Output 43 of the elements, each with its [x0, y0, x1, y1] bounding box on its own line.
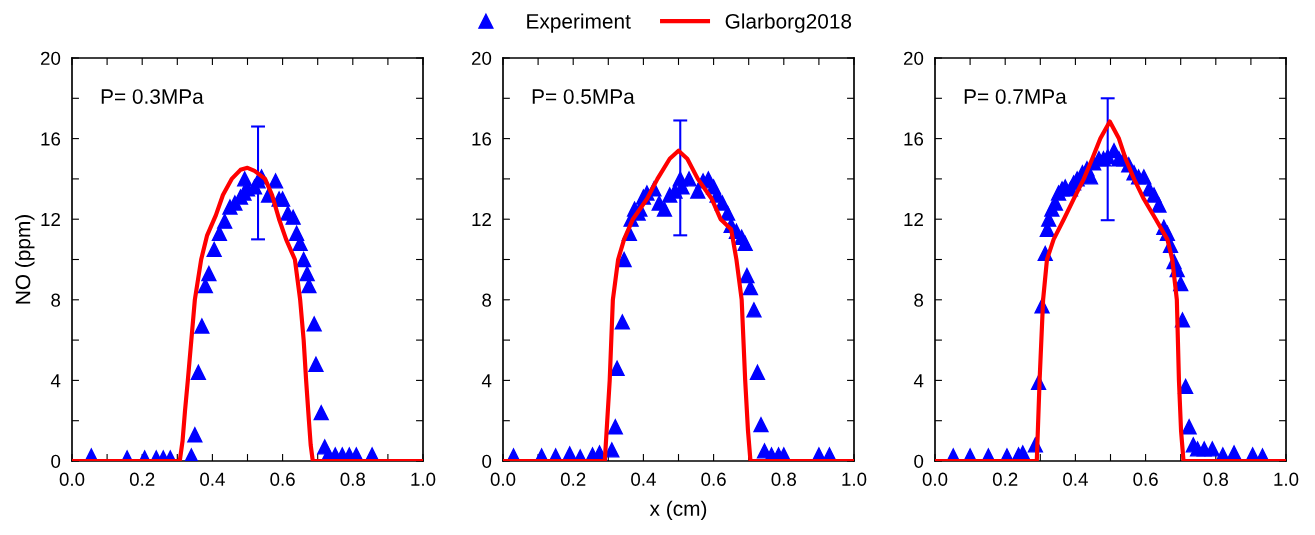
x-tick-label: 0.6	[1133, 472, 1158, 486]
x-tick-label: 0.2	[129, 472, 155, 486]
y-tick-label: 20	[903, 51, 924, 65]
x-tick-label: 0.6	[270, 472, 295, 486]
y-tick-label: 20	[40, 51, 61, 65]
y-tick-label: 8	[51, 293, 61, 307]
x-tick-label: 0.2	[560, 472, 586, 486]
legend-label: Glarborg2018	[725, 13, 852, 33]
y-tick-label: 12	[904, 212, 923, 226]
x-tick-label: 0.8	[771, 472, 797, 486]
x-axis-title: x (cm)	[649, 500, 707, 521]
x-tick-label: 1.0	[411, 472, 436, 486]
y-tick-label: 0	[51, 454, 61, 468]
x-tick-label: 0.8	[1203, 472, 1229, 486]
x-tick-label: 0.6	[701, 472, 726, 486]
x-tick-label: 0.8	[340, 472, 366, 486]
y-tick-label: 4	[913, 374, 924, 388]
y-tick-label: 4	[50, 374, 61, 388]
y-tick-label: 20	[471, 51, 492, 65]
x-tick-label: 0.0	[922, 472, 948, 486]
legend-label: Experiment	[527, 13, 631, 33]
x-tick-label: 0.2	[992, 472, 1018, 486]
annotation: P= 0.7MPa	[964, 89, 1067, 104]
y-tick-label: 0	[482, 454, 492, 468]
y-tick-label: 16	[41, 132, 61, 146]
x-tick-label: 1.0	[1274, 472, 1299, 486]
y-axis-title: NO (ppm)	[15, 215, 35, 304]
y-tick-label: 16	[472, 132, 492, 146]
annotation: P= 0.5MPa	[532, 89, 635, 104]
y-tick-label: 8	[482, 293, 492, 307]
x-tick-label: 0.4	[200, 472, 225, 486]
x-tick-label: 0.4	[1063, 472, 1088, 486]
y-tick-label: 12	[472, 212, 491, 226]
y-tick-label: 12	[41, 212, 60, 226]
annotation: P= 0.3MPa	[101, 89, 204, 104]
y-tick-label: 16	[904, 132, 924, 146]
x-tick-label: 0.4	[631, 472, 656, 486]
y-tick-label: 0	[914, 454, 924, 468]
x-tick-label: 0.0	[490, 472, 516, 486]
x-tick-label: 0.0	[59, 472, 85, 486]
y-tick-label: 8	[914, 293, 924, 307]
y-tick-label: 4	[481, 374, 492, 388]
x-tick-label: 1.0	[842, 472, 867, 486]
